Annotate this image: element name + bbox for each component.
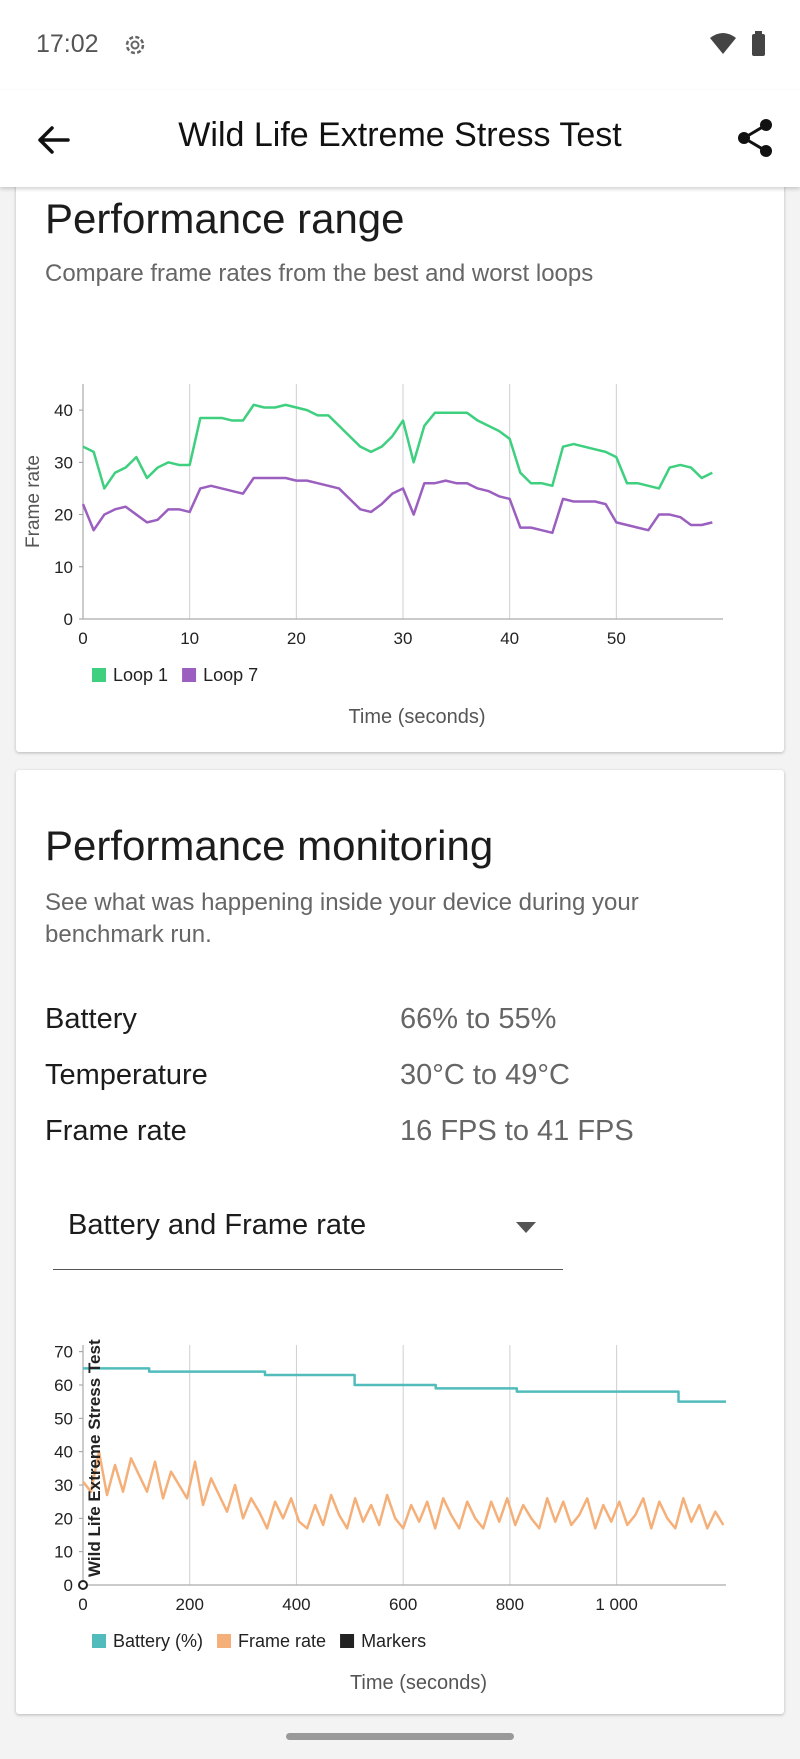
card-title: Performance monitoring bbox=[45, 822, 494, 869]
performance-monitoring-card bbox=[16, 770, 784, 1714]
legend-swatch bbox=[340, 1634, 355, 1648]
home-indicator bbox=[286, 1733, 514, 1740]
x-tick-label: 800 bbox=[496, 1595, 524, 1614]
y-tick-label: 50 bbox=[54, 1409, 73, 1428]
card-subtitle: See what was happening inside your devic… bbox=[45, 889, 639, 948]
battery-frame-rate-chart: 0 200 400 600 800 1 000 0 10 20 30 40 50 60 70 Time (s… bbox=[54, 1339, 726, 1694]
stat-value: 66% to 55% bbox=[400, 1003, 557, 1035]
legend-label: Loop 7 bbox=[203, 665, 258, 685]
y-tick-label: 20 bbox=[54, 1509, 73, 1528]
legend-swatch bbox=[217, 1634, 232, 1648]
x-axis-label: Time (seconds) bbox=[348, 706, 485, 728]
x-tick-label: 0 bbox=[78, 1595, 87, 1614]
x-tick-label: 10 bbox=[180, 629, 199, 648]
marker bbox=[78, 1580, 88, 1590]
y-tick-label: 40 bbox=[54, 401, 73, 420]
legend-swatch bbox=[92, 1634, 106, 1648]
y-tick-label: 10 bbox=[54, 1543, 73, 1562]
stat-label: Temperature bbox=[45, 1059, 208, 1091]
chart-selector[interactable]: Battery and Frame rate bbox=[53, 1195, 563, 1270]
x-axis-label: Time (seconds) bbox=[350, 1672, 487, 1694]
x-tick-label: 30 bbox=[394, 629, 413, 648]
x-tick-label: 600 bbox=[389, 1595, 417, 1614]
x-tick-label: 400 bbox=[282, 1595, 310, 1614]
stat-label: Battery bbox=[45, 1003, 137, 1035]
y-tick-label: 30 bbox=[54, 453, 73, 472]
data-line bbox=[81, 476, 713, 535]
x-tick-label: 40 bbox=[500, 629, 519, 648]
data-line bbox=[82, 403, 713, 490]
app-bar: Wild Life Extreme Stress Test bbox=[0, 90, 800, 187]
app-bar-title: Wild Life Extreme Stress Test bbox=[178, 116, 622, 154]
legend-label: Loop 1 bbox=[113, 665, 168, 685]
stat-label: Frame rate bbox=[45, 1115, 187, 1147]
y-axis-label: Frame rate bbox=[23, 455, 44, 548]
legend-swatch bbox=[182, 668, 197, 682]
chart-selector-value: Battery and Frame rate bbox=[68, 1209, 367, 1241]
x-tick-label: 1 000 bbox=[595, 1595, 638, 1614]
legend-label: Markers bbox=[361, 1631, 426, 1651]
x-tick-label: 50 bbox=[607, 629, 626, 648]
status-icons bbox=[710, 31, 765, 56]
dropdown-arrow bbox=[516, 1222, 536, 1233]
share-button[interactable] bbox=[734, 116, 776, 160]
card-subtitle: Compare frame rates from the best and wo… bbox=[45, 260, 594, 287]
legend-label: Battery (%) bbox=[113, 1631, 203, 1651]
x-tick-label: 20 bbox=[287, 629, 306, 648]
legend-label: Frame rate bbox=[238, 1631, 326, 1651]
y-tick-label: 30 bbox=[54, 1476, 73, 1495]
y-tick-label: 10 bbox=[54, 558, 73, 577]
settings-icon bbox=[125, 35, 145, 55]
y-tick-label: 60 bbox=[54, 1376, 73, 1395]
performance-range-card bbox=[16, 150, 784, 752]
data-line bbox=[82, 1450, 725, 1530]
y-tick-label: 20 bbox=[54, 506, 73, 525]
stat-value: 16 FPS to 41 FPS bbox=[400, 1115, 634, 1147]
data-line bbox=[83, 1367, 726, 1403]
card-title: Performance range bbox=[45, 195, 405, 242]
y-tick-label: 40 bbox=[54, 1443, 73, 1462]
legend-swatch bbox=[92, 668, 106, 682]
back-button[interactable] bbox=[34, 120, 74, 160]
x-tick-label: 200 bbox=[176, 1595, 204, 1614]
x-tick-label: 0 bbox=[78, 629, 87, 648]
y-tick-label: 70 bbox=[54, 1343, 73, 1362]
stat-value: 30°C to 49°C bbox=[400, 1059, 570, 1091]
status-time: 17:02 bbox=[36, 30, 99, 58]
frame-rate-chart: 0 10 20 30 40 50 0 10 20 30 40 Frame rate Time (seco… bbox=[23, 384, 723, 728]
y-tick-label: 0 bbox=[64, 1576, 73, 1595]
status-bar bbox=[0, 0, 800, 90]
y-tick-label: 0 bbox=[64, 610, 73, 629]
marker-label: Wild Life Extreme Stress Test bbox=[85, 1339, 104, 1577]
